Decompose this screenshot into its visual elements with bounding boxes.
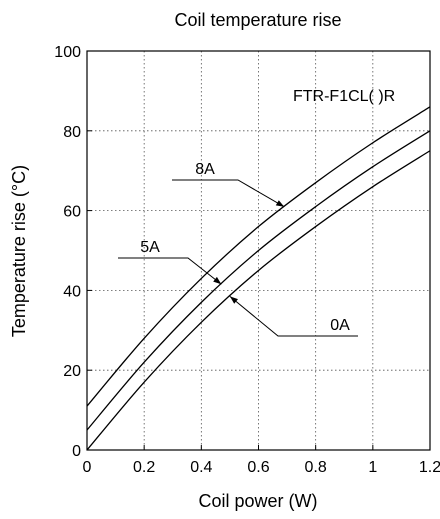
series-label-5a: 5A: [140, 239, 160, 256]
plot-frame: [86, 50, 431, 451]
leader-arrow-5a: [213, 276, 222, 285]
series-label-0a: 0A: [330, 317, 350, 334]
series-line-8a: [86, 106, 431, 407]
x-tick-label: 0.4: [190, 459, 212, 476]
y-tick-labels: 0 20 40 60 80 100: [54, 44, 81, 460]
y-tick-label: 100: [54, 44, 81, 61]
x-tick-label: 0.2: [133, 459, 155, 476]
model-annotation: FTR-F1CL( )R: [293, 88, 395, 105]
series-labels: 0A 5A 8A: [140, 161, 350, 334]
y-axis-label: Temperature rise (°C): [9, 165, 29, 337]
leader-arrow-8a: [275, 200, 285, 207]
y-tick-label: 80: [63, 124, 81, 141]
x-axis-label: Coil power (W): [198, 491, 317, 511]
series-line-0a: [86, 150, 431, 451]
y-tick-label: 0: [72, 443, 81, 460]
series-curves: [86, 106, 431, 451]
leader-line-8a: [172, 179, 285, 208]
series-label-8a: 8A: [195, 161, 215, 178]
y-tick-label: 60: [63, 204, 81, 221]
leader-line-5a: [118, 257, 222, 285]
leader-line-0a: [229, 295, 358, 337]
x-tick-label: 1: [368, 459, 377, 476]
x-tick-label: 0.8: [305, 459, 327, 476]
x-tick-labels: 0 0.2 0.4 0.6 0.8 1 1.2: [83, 459, 440, 476]
chart-title: Coil temperature rise: [174, 10, 341, 30]
y-tick-label: 40: [63, 283, 81, 300]
grid: [86, 50, 431, 451]
x-tick-label: 1.2: [419, 459, 440, 476]
x-tick-label: 0.6: [247, 459, 269, 476]
y-tick-label: 20: [63, 363, 81, 380]
series-leaders: [118, 179, 358, 337]
x-tick-label: 0: [83, 459, 92, 476]
leader-arrow-0a: [229, 296, 238, 304]
series-line-5a: [86, 130, 431, 431]
